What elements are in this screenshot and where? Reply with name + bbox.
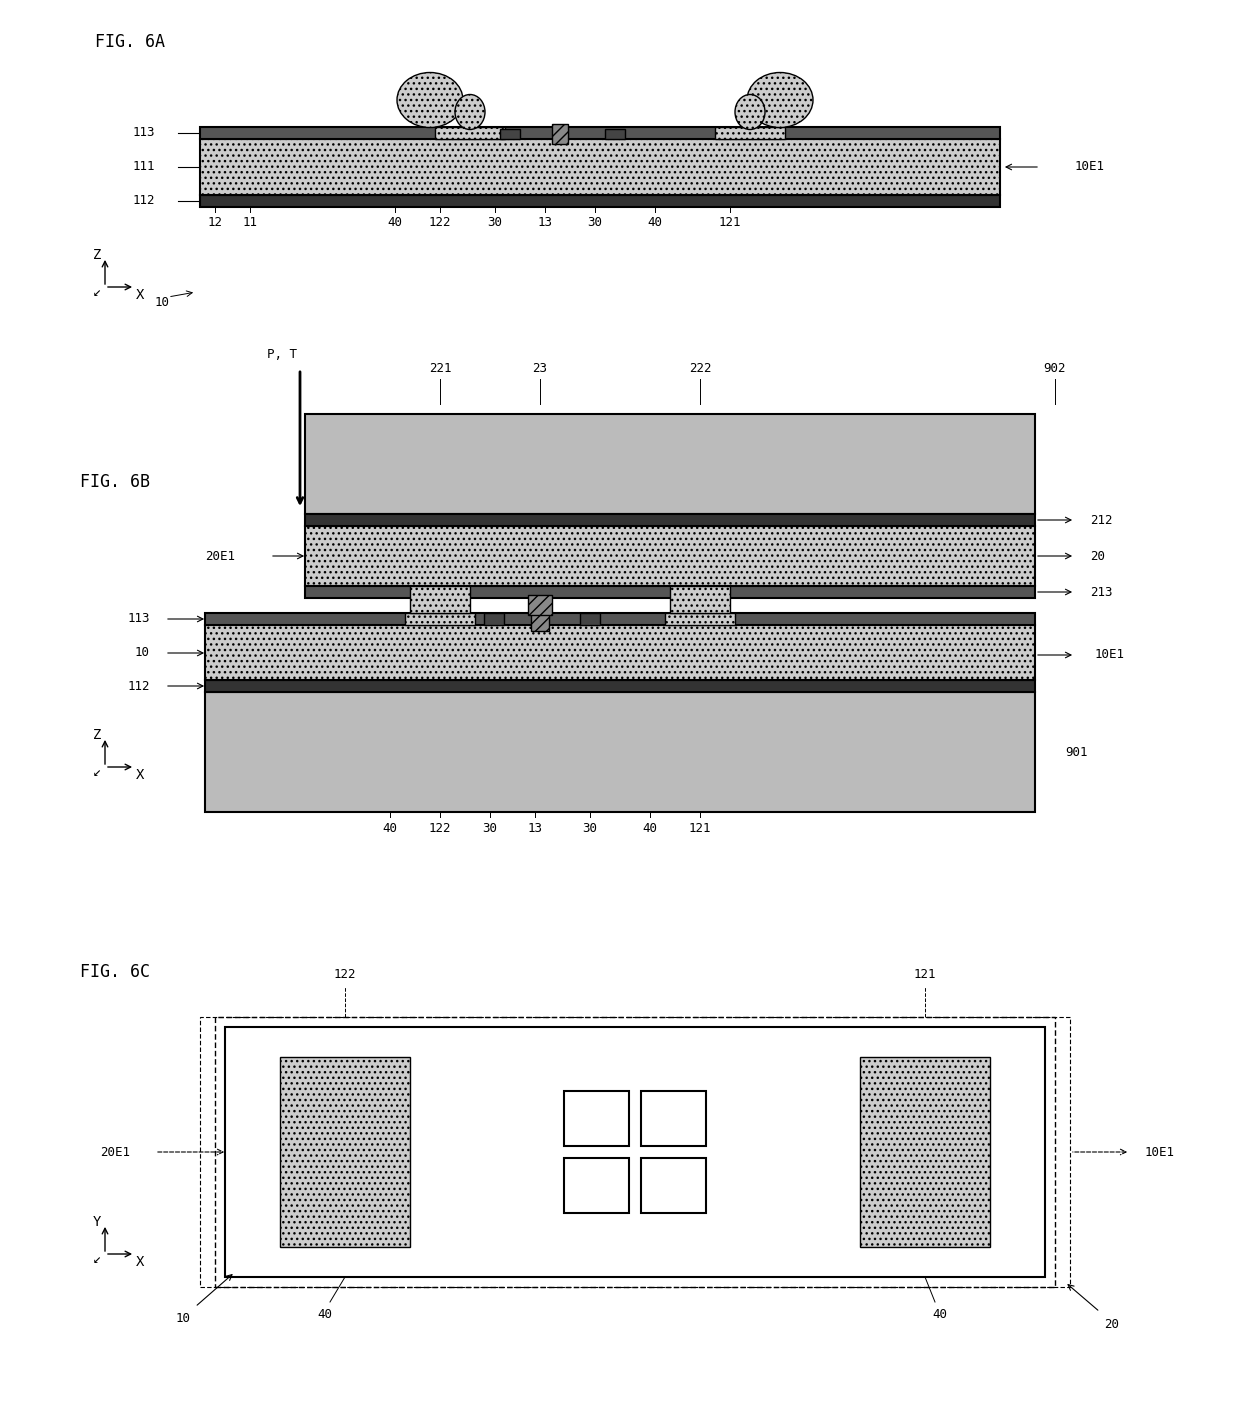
Bar	[305, 526, 1035, 586]
Bar	[280, 1057, 410, 1246]
Text: 121: 121	[914, 969, 936, 981]
Bar	[305, 515, 1035, 526]
Bar	[215, 1016, 1055, 1287]
Text: 113: 113	[128, 613, 150, 625]
Text: 112: 112	[133, 195, 155, 207]
Ellipse shape	[746, 73, 813, 128]
Ellipse shape	[735, 94, 765, 129]
Bar	[200, 128, 999, 139]
Text: 902: 902	[1044, 363, 1066, 376]
Bar	[605, 129, 625, 139]
Text: 30: 30	[588, 216, 603, 229]
Bar	[484, 613, 503, 625]
Bar	[405, 613, 475, 625]
Text: X: X	[136, 768, 144, 782]
Bar	[410, 586, 470, 613]
Bar	[224, 1028, 1045, 1277]
Text: 11: 11	[243, 216, 258, 229]
Text: 23: 23	[532, 363, 548, 376]
Text: 121: 121	[688, 823, 712, 836]
Bar	[641, 1091, 706, 1145]
Bar	[205, 613, 1035, 625]
Text: 10: 10	[135, 646, 150, 659]
Bar	[305, 586, 1035, 599]
Text: 112: 112	[128, 680, 150, 693]
Ellipse shape	[397, 73, 463, 128]
Bar	[205, 625, 1035, 680]
Text: 122: 122	[429, 823, 451, 836]
Text: FIG. 6B: FIG. 6B	[81, 472, 150, 491]
Bar	[500, 129, 520, 139]
Text: 30: 30	[583, 823, 598, 836]
Text: 121: 121	[719, 216, 742, 229]
Text: 30: 30	[482, 823, 497, 836]
Text: 122: 122	[334, 969, 356, 981]
Text: 10E1: 10E1	[1075, 160, 1105, 174]
Text: 20E1: 20E1	[100, 1145, 130, 1158]
Bar	[200, 1016, 1070, 1287]
Text: 40: 40	[382, 823, 398, 836]
Bar	[564, 1158, 629, 1213]
Text: ↙: ↙	[93, 765, 102, 780]
Bar	[528, 594, 552, 615]
Text: P, T: P, T	[267, 348, 298, 360]
Bar	[670, 586, 730, 613]
Text: 40: 40	[387, 216, 403, 229]
Text: 222: 222	[688, 363, 712, 376]
Text: 10E1: 10E1	[1095, 649, 1125, 662]
Bar	[205, 693, 1035, 812]
Bar	[861, 1057, 990, 1246]
Text: 221: 221	[429, 363, 451, 376]
Text: 12: 12	[207, 216, 222, 229]
Text: 13: 13	[537, 216, 553, 229]
Text: 40: 40	[317, 1308, 332, 1322]
Bar	[531, 608, 549, 631]
Ellipse shape	[455, 94, 485, 129]
Text: 113: 113	[133, 126, 155, 140]
Text: 20E1: 20E1	[205, 550, 236, 562]
Text: Z: Z	[93, 728, 102, 742]
Bar	[564, 1091, 629, 1145]
Text: 10: 10	[176, 1312, 191, 1325]
Text: 20: 20	[1090, 550, 1105, 562]
Text: 40: 40	[642, 823, 657, 836]
Text: Z: Z	[93, 248, 102, 262]
Text: 20: 20	[1105, 1318, 1120, 1332]
Bar	[205, 680, 1035, 693]
Bar	[305, 414, 1035, 515]
Text: X: X	[136, 287, 144, 301]
Text: 111: 111	[133, 160, 155, 174]
Bar	[552, 123, 568, 144]
Text: X: X	[136, 1255, 144, 1269]
Text: ↙: ↙	[93, 1252, 102, 1266]
Text: 212: 212	[1090, 513, 1112, 527]
Text: ↙: ↙	[93, 285, 102, 299]
Text: 40: 40	[647, 216, 662, 229]
Bar	[641, 1158, 706, 1213]
Bar	[665, 613, 735, 625]
Text: Y: Y	[93, 1216, 102, 1230]
Text: 901: 901	[1065, 746, 1087, 758]
Bar	[200, 139, 999, 195]
Text: 10E1: 10E1	[1145, 1145, 1176, 1158]
Bar	[715, 128, 785, 139]
Bar	[435, 128, 505, 139]
Text: 10: 10	[155, 296, 170, 308]
Bar	[861, 1057, 990, 1246]
Text: 40: 40	[932, 1308, 947, 1322]
Text: 122: 122	[429, 216, 451, 229]
Text: FIG. 6C: FIG. 6C	[81, 963, 150, 981]
Text: 30: 30	[487, 216, 502, 229]
Text: FIG. 6A: FIG. 6A	[95, 34, 165, 50]
Bar	[580, 613, 600, 625]
Text: 13: 13	[527, 823, 543, 836]
Bar	[280, 1057, 410, 1246]
Text: 213: 213	[1090, 586, 1112, 599]
Bar	[200, 195, 999, 207]
